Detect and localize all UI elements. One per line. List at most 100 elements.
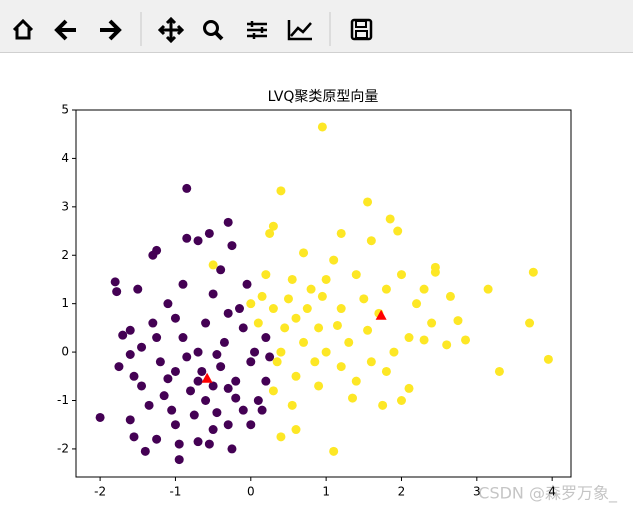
point — [238, 405, 248, 415]
pan-button[interactable] — [157, 16, 185, 44]
point — [280, 323, 290, 333]
point — [148, 318, 158, 328]
point — [163, 299, 173, 309]
point — [404, 333, 414, 343]
point — [257, 291, 267, 301]
y-tick-label: 2 — [61, 248, 69, 262]
point — [445, 291, 455, 301]
point — [231, 393, 241, 403]
point — [543, 354, 553, 364]
point — [178, 333, 188, 343]
point — [112, 287, 122, 297]
zoom-button[interactable] — [203, 20, 224, 41]
point — [201, 396, 211, 406]
y-tick-label: -1 — [57, 393, 69, 407]
point — [152, 245, 162, 255]
point — [129, 432, 139, 442]
point — [204, 228, 214, 238]
point — [302, 304, 312, 314]
chart: LVQ聚类原型向量 CSDN @森罗万象_ -2 -1 0 1 2 3 4 -2 -1 0 1 2 3 4… — [57, 89, 618, 504]
point — [246, 299, 256, 309]
point — [125, 415, 135, 425]
x-tick-label: 1 — [322, 485, 330, 499]
point — [276, 186, 286, 196]
toolbar — [0, 0, 633, 53]
point — [396, 396, 406, 406]
point — [223, 308, 233, 318]
point — [283, 294, 293, 304]
point — [287, 400, 297, 410]
chart-title: LVQ聚类原型向量 — [268, 89, 379, 105]
configure-button[interactable] — [247, 21, 267, 39]
watermark: CSDN @森罗万象_ — [478, 484, 618, 504]
point — [314, 381, 324, 391]
point — [291, 425, 301, 435]
point — [246, 420, 256, 430]
point — [186, 386, 196, 396]
point — [234, 304, 244, 314]
point — [137, 342, 147, 352]
point — [366, 236, 376, 246]
point — [178, 279, 188, 289]
y-tick-label: 1 — [61, 296, 69, 310]
home-button[interactable] — [12, 18, 34, 40]
point — [299, 337, 309, 347]
point — [189, 410, 199, 420]
point — [223, 383, 233, 393]
point — [118, 330, 128, 340]
point — [110, 277, 120, 287]
point — [95, 412, 105, 422]
point — [208, 381, 218, 391]
x-tick-label: -2 — [94, 485, 106, 499]
point — [336, 228, 346, 238]
point — [385, 214, 395, 224]
point — [268, 304, 278, 314]
point — [310, 357, 320, 367]
point — [287, 274, 297, 284]
point — [253, 396, 263, 406]
point — [378, 400, 388, 410]
point — [430, 267, 440, 277]
point — [238, 323, 248, 333]
x-tick-label: 3 — [473, 485, 481, 499]
point — [332, 320, 342, 330]
axes-button[interactable] — [287, 20, 312, 41]
point — [272, 357, 282, 367]
forward-button[interactable] — [100, 19, 122, 41]
x-tick-label: 2 — [398, 485, 406, 499]
point — [216, 362, 226, 372]
point — [381, 284, 391, 294]
point — [483, 284, 493, 294]
point — [170, 313, 180, 323]
point — [163, 374, 173, 384]
point — [114, 362, 124, 372]
save-button[interactable] — [350, 18, 373, 41]
point — [219, 337, 229, 347]
point — [212, 408, 222, 418]
point — [314, 323, 324, 333]
x-tick-label: -1 — [169, 485, 181, 499]
point — [525, 318, 535, 328]
point — [212, 350, 222, 360]
point — [242, 279, 252, 289]
point — [208, 260, 218, 270]
point — [159, 391, 169, 401]
point — [204, 439, 214, 449]
point — [227, 444, 237, 454]
point — [276, 347, 286, 357]
point — [329, 255, 339, 265]
point — [137, 381, 147, 391]
point — [351, 376, 361, 386]
point — [461, 335, 471, 345]
point — [170, 366, 180, 376]
point — [265, 352, 275, 362]
point — [125, 325, 135, 335]
point — [201, 318, 211, 328]
point — [419, 335, 429, 345]
point — [193, 437, 203, 447]
point — [336, 362, 346, 372]
point — [381, 366, 391, 376]
prototype-marker — [375, 309, 387, 320]
back-button[interactable] — [54, 19, 76, 41]
